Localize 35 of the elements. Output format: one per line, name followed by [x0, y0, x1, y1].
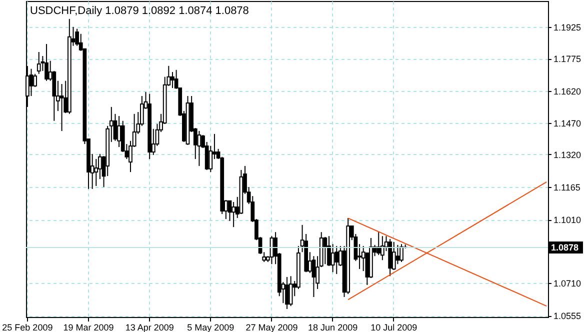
candlestick	[330, 244, 335, 273]
x-tick-label: 18 Jun 2009	[308, 322, 358, 332]
y-tick-label: 1.0710	[554, 278, 582, 288]
x-tick-label: 19 Mar 2009	[63, 322, 114, 332]
candlestick	[285, 276, 289, 310]
y-tick-label: 1.1010	[554, 215, 582, 226]
y-tick-label: 1.0555	[554, 311, 582, 322]
y-tick-label: 1.1775	[554, 54, 582, 64]
candlestick	[334, 246, 339, 275]
x-tick-label: 10 Jul 2009	[370, 322, 418, 332]
x-tick-label: 13 Apr 2009	[125, 322, 174, 332]
candlestick	[312, 256, 316, 298]
x-tick-label: 27 May 2009	[246, 322, 298, 332]
candlestick	[376, 232, 381, 256]
y-tick-label: 1.1165	[554, 182, 580, 193]
candlestick	[44, 43, 48, 82]
candlestick	[60, 84, 64, 132]
candlestick	[117, 116, 121, 148]
y-tick-label: 1.1320	[554, 150, 582, 160]
candlestick	[288, 276, 293, 307]
candlestick	[33, 73, 37, 88]
candlestick	[323, 236, 328, 265]
candlestick	[232, 201, 236, 228]
candlestick	[36, 51, 41, 74]
y-tick-label: 1.1925	[554, 22, 582, 32]
candlestick	[170, 71, 174, 89]
x-tick-label: 5 May 2009	[187, 322, 234, 332]
x-tick-label: 25 Feb 2009	[2, 322, 53, 332]
chart-title: USDCHF,Daily 1.0879 1.0892 1.0874 1.0878	[30, 5, 249, 17]
candlestick	[380, 236, 384, 261]
y-tick-label: 1.1620	[554, 86, 582, 97]
y-tick-label: 1.1470	[554, 118, 582, 128]
candlestick	[197, 130, 202, 166]
candlestick	[400, 244, 404, 263]
ref-line-label: 1.0878	[551, 242, 579, 252]
